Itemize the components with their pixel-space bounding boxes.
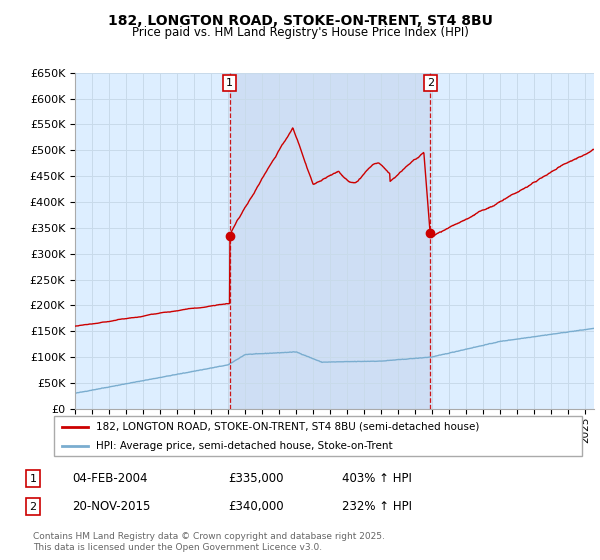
Text: 20-NOV-2015: 20-NOV-2015 xyxy=(72,500,151,514)
Text: HPI: Average price, semi-detached house, Stoke-on-Trent: HPI: Average price, semi-detached house,… xyxy=(96,441,393,450)
Text: 04-FEB-2004: 04-FEB-2004 xyxy=(72,472,148,486)
Text: £340,000: £340,000 xyxy=(228,500,284,514)
Text: 2: 2 xyxy=(29,502,37,512)
Text: Contains HM Land Registry data © Crown copyright and database right 2025.
This d: Contains HM Land Registry data © Crown c… xyxy=(33,533,385,552)
Text: 182, LONGTON ROAD, STOKE-ON-TRENT, ST4 8BU: 182, LONGTON ROAD, STOKE-ON-TRENT, ST4 8… xyxy=(107,14,493,28)
Text: 1: 1 xyxy=(226,78,233,88)
Bar xyxy=(230,73,430,409)
FancyBboxPatch shape xyxy=(54,416,582,456)
Text: Price paid vs. HM Land Registry's House Price Index (HPI): Price paid vs. HM Land Registry's House … xyxy=(131,26,469,39)
Text: 232% ↑ HPI: 232% ↑ HPI xyxy=(342,500,412,514)
Text: 403% ↑ HPI: 403% ↑ HPI xyxy=(342,472,412,486)
Text: £335,000: £335,000 xyxy=(228,472,284,486)
Text: 1: 1 xyxy=(29,474,37,484)
Text: 2: 2 xyxy=(427,78,434,88)
Text: 182, LONGTON ROAD, STOKE-ON-TRENT, ST4 8BU (semi-detached house): 182, LONGTON ROAD, STOKE-ON-TRENT, ST4 8… xyxy=(96,422,479,432)
